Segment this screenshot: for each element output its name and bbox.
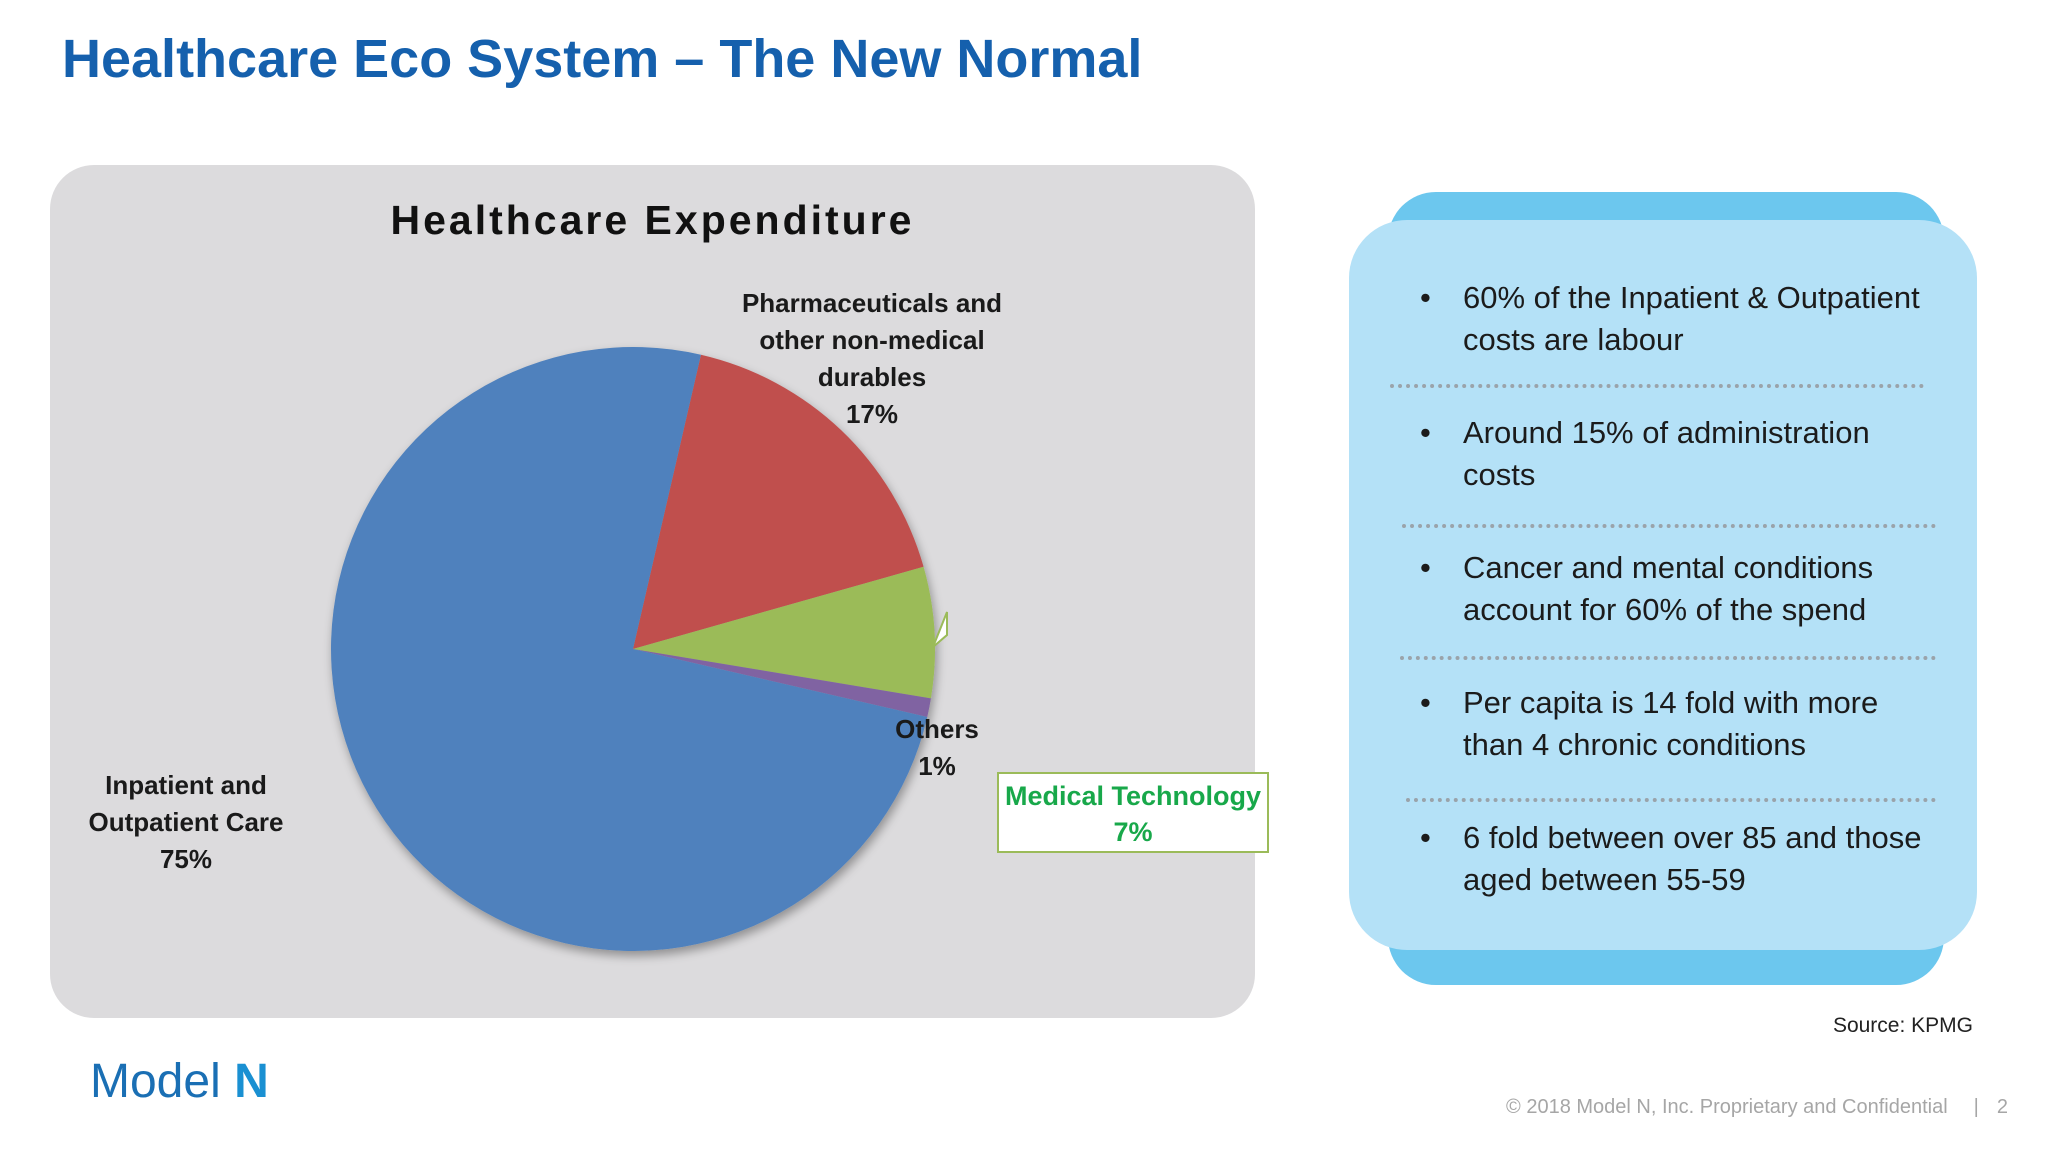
label-inpatient-line-1: Inpatient and — [105, 770, 267, 800]
callout-pointer — [932, 611, 948, 648]
logo-text-bold: N — [234, 1055, 269, 1108]
insight-text: Cancer and mental conditions account for… — [1463, 550, 1874, 627]
label-pharmaceuticals-line-3: durables — [817, 362, 927, 392]
slide-title: Healthcare Eco System – The New Normal — [62, 29, 1143, 89]
source-note: Source: KPMG — [1832, 1014, 1973, 1037]
label-pharmaceuticals-line-1: Pharmaceuticals and — [741, 288, 1003, 318]
separator — [1406, 798, 1936, 802]
bullet-icon: • — [1420, 685, 1431, 720]
insight-item: • Around 15% of administration costs — [1420, 412, 1940, 496]
copyright-text: © 2018 Model N, Inc. Proprietary and Con… — [1506, 1096, 1948, 1118]
insight-item: • Cancer and mental conditions account f… — [1420, 547, 1940, 631]
insight-item: • 6 fold between over 85 and those aged … — [1420, 817, 1940, 901]
label-others-value: 1% — [918, 751, 956, 781]
label-inpatient-line-2: Outpatient Care — [88, 807, 284, 837]
label-pharmaceuticals-value: 17% — [845, 399, 899, 429]
pie-slice-pharmaceuticals-and-other-non-medical-durables — [633, 354, 924, 649]
pie-slice-others — [633, 649, 931, 717]
label-medical-technology: Medical Technology 7% — [997, 772, 1269, 853]
footer-divider: | — [1973, 1096, 1979, 1118]
insights-panel — [1349, 220, 1977, 950]
label-inpatient: Inpatient and Outpatient Care 75% — [36, 767, 336, 878]
pie-chart — [331, 346, 948, 951]
bullet-icon: • — [1420, 415, 1431, 450]
chart-panel: Healthcare Expenditure Pharmaceuticals a… — [50, 165, 1269, 1018]
bullet-icon: • — [1420, 280, 1431, 315]
insight-text: Per capita is 14 fold with more than 4 c… — [1463, 685, 1879, 762]
label-inpatient-value: 75% — [159, 844, 213, 874]
insight-text: 60% of the Inpatient & Outpatient costs … — [1463, 280, 1920, 357]
label-medical-technology-line-1: Medical Technology — [1004, 781, 1262, 811]
separator — [1390, 384, 1924, 388]
insight-text: 6 fold between over 85 and those aged be… — [1463, 820, 1922, 897]
label-others-line-1: Others — [895, 714, 979, 744]
separator — [1402, 524, 1936, 528]
page-number: 2 — [1996, 1096, 2008, 1118]
logo-text: Model — [90, 1055, 235, 1108]
model-n-logo: Model N — [90, 1054, 269, 1109]
insight-item: • Per capita is 14 fold with more than 4… — [1420, 682, 1940, 766]
bullet-icon: • — [1420, 550, 1431, 585]
label-others: Others 1% — [847, 711, 1027, 785]
bullet-icon: • — [1420, 820, 1431, 855]
separator — [1400, 656, 1936, 660]
footer: © 2018 Model N, Inc. Proprietary and Con… — [1506, 1096, 2008, 1119]
insight-item: • 60% of the Inpatient & Outpatient cost… — [1420, 277, 1940, 361]
label-pharmaceuticals-line-2: other non-medical — [759, 325, 985, 355]
pie-slice-medical-technology — [633, 566, 935, 699]
chart-title: Healthcare Expenditure — [390, 197, 915, 243]
pie-slice-inpatient-and-outpatient-care — [331, 346, 928, 951]
label-pharmaceuticals: Pharmaceuticals and other non-medical du… — [672, 285, 1072, 433]
insight-text: Around 15% of administration costs — [1463, 415, 1870, 492]
label-medical-technology-value: 7% — [1113, 817, 1153, 847]
